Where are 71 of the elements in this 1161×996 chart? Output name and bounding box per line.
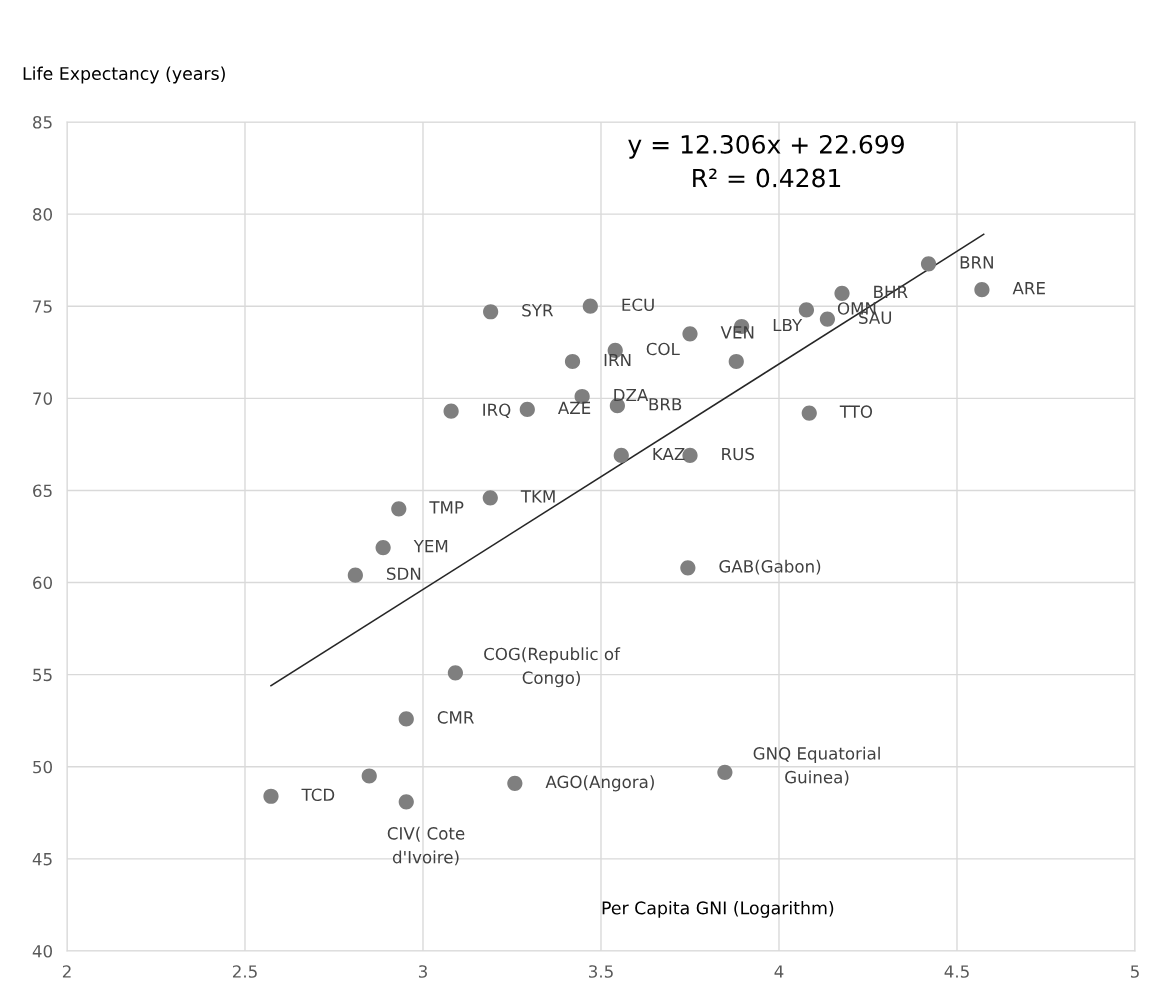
annotation: SDN — [387, 567, 421, 581]
x-tick-label: 3.5 — [589, 965, 613, 978]
annotation: LBY — [773, 318, 803, 332]
point — [801, 405, 817, 421]
annotation: COG(Republic of Congo) — [484, 647, 621, 688]
point — [361, 768, 377, 784]
x-tick-label: 2 — [62, 965, 71, 978]
x-tick-label: 4 — [774, 965, 784, 978]
point — [564, 353, 581, 370]
annotation: YEM — [413, 540, 448, 553]
y-tick-label: 50 — [33, 760, 52, 774]
annotation: BRB — [649, 398, 682, 411]
annotation: TMP — [429, 501, 464, 514]
point — [263, 788, 279, 804]
x-tick-label: 2.5 — [232, 965, 257, 978]
annotation: DZA — [614, 388, 649, 402]
annotation: GAB(Gabon) — [719, 559, 821, 575]
point — [447, 665, 463, 681]
y-tick-label: 55 — [33, 668, 52, 682]
point — [834, 285, 850, 301]
annotation: GNQ Equatorial Guinea) — [753, 746, 880, 786]
x-tick-label: 3 — [418, 965, 427, 978]
x-tick-label: 5 — [1130, 965, 1139, 978]
annotation: TCD — [301, 788, 335, 802]
point — [398, 711, 414, 727]
annotation: AGO(Angora) — [545, 775, 654, 792]
annotation: VEN — [720, 326, 754, 339]
point — [682, 326, 698, 342]
point — [920, 256, 937, 272]
y-tick-label: 85 — [33, 115, 52, 129]
point — [613, 447, 629, 464]
point — [347, 567, 363, 583]
x-tick-label: 4.5 — [944, 965, 969, 978]
y-tick-label: 75 — [33, 300, 52, 313]
y-tick-label: 65 — [33, 484, 52, 498]
point — [375, 539, 391, 556]
annotation: IRN — [604, 353, 631, 367]
annotation: IRQ — [483, 403, 511, 418]
point — [398, 794, 414, 810]
annotation: ARE — [1012, 282, 1045, 295]
y-tick-label: 80 — [33, 208, 52, 221]
y-axis-title: Life Expectancy (years) — [23, 66, 225, 84]
x-axis-title: Per Capita GNI (Logarithm) — [602, 901, 834, 918]
annotation: BRN — [960, 256, 993, 269]
point — [582, 298, 598, 314]
annotation: ECU — [622, 298, 654, 312]
point — [798, 302, 815, 318]
point — [819, 311, 836, 327]
y-tick-label: 70 — [33, 392, 52, 405]
annotation: CMR — [437, 711, 474, 724]
y-tick-label: 60 — [33, 576, 52, 590]
point — [483, 304, 499, 320]
annotation: CIV( Cote d'Ivoire) — [387, 826, 465, 866]
point — [728, 353, 744, 370]
annotation: COL — [646, 342, 680, 356]
point — [717, 764, 733, 780]
annotation: AZE — [557, 401, 591, 414]
point — [482, 490, 498, 506]
point — [519, 401, 535, 417]
annotation: y = 12.306x + 22.699 R² = 0.4281 — [628, 134, 904, 188]
y-tick-label: 45 — [32, 853, 52, 866]
annotation: SYR — [522, 303, 554, 317]
point — [391, 501, 407, 517]
point — [507, 775, 523, 791]
annotation: RUS — [722, 447, 754, 461]
point — [680, 560, 696, 576]
annotation: TTO — [839, 405, 873, 418]
point — [974, 282, 990, 298]
annotation: TKM — [520, 490, 555, 503]
y-tick-label: 40 — [32, 944, 52, 958]
point — [443, 403, 459, 419]
